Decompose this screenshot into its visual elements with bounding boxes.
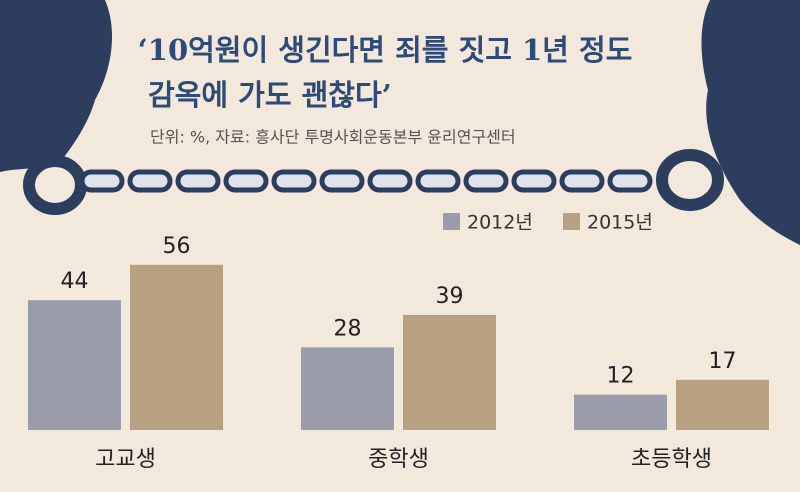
x-tick-label: 고교생 bbox=[95, 447, 156, 472]
bar bbox=[574, 394, 667, 430]
legend-label: 2015년 bbox=[587, 212, 653, 234]
x-tick-label: 중학생 bbox=[368, 447, 429, 472]
bar bbox=[130, 264, 223, 430]
value-label: 28 bbox=[334, 316, 362, 341]
subtitle: 단위: %, 자료: 흥사단 투명사회운동본부 윤리연구센터 bbox=[150, 128, 516, 147]
legend-label: 2012년 bbox=[467, 212, 533, 234]
bar bbox=[28, 300, 121, 430]
bar bbox=[403, 314, 496, 430]
chart-title: ‘10억원이 생긴다면 죄를 짓고 1년 정도 bbox=[138, 33, 633, 67]
value-label: 44 bbox=[61, 269, 89, 294]
legend-swatch bbox=[443, 213, 460, 230]
bar bbox=[301, 347, 394, 430]
bar bbox=[676, 379, 769, 430]
chart-title: 감옥에 가도 괜찮다’ bbox=[148, 78, 392, 112]
value-label: 56 bbox=[163, 234, 191, 259]
handcuff-illustration bbox=[0, 0, 800, 245]
value-label: 39 bbox=[436, 284, 464, 309]
value-label: 17 bbox=[709, 349, 737, 374]
value-label: 12 bbox=[607, 364, 635, 389]
x-tick-label: 초등학생 bbox=[631, 447, 712, 472]
legend-swatch bbox=[563, 213, 580, 230]
